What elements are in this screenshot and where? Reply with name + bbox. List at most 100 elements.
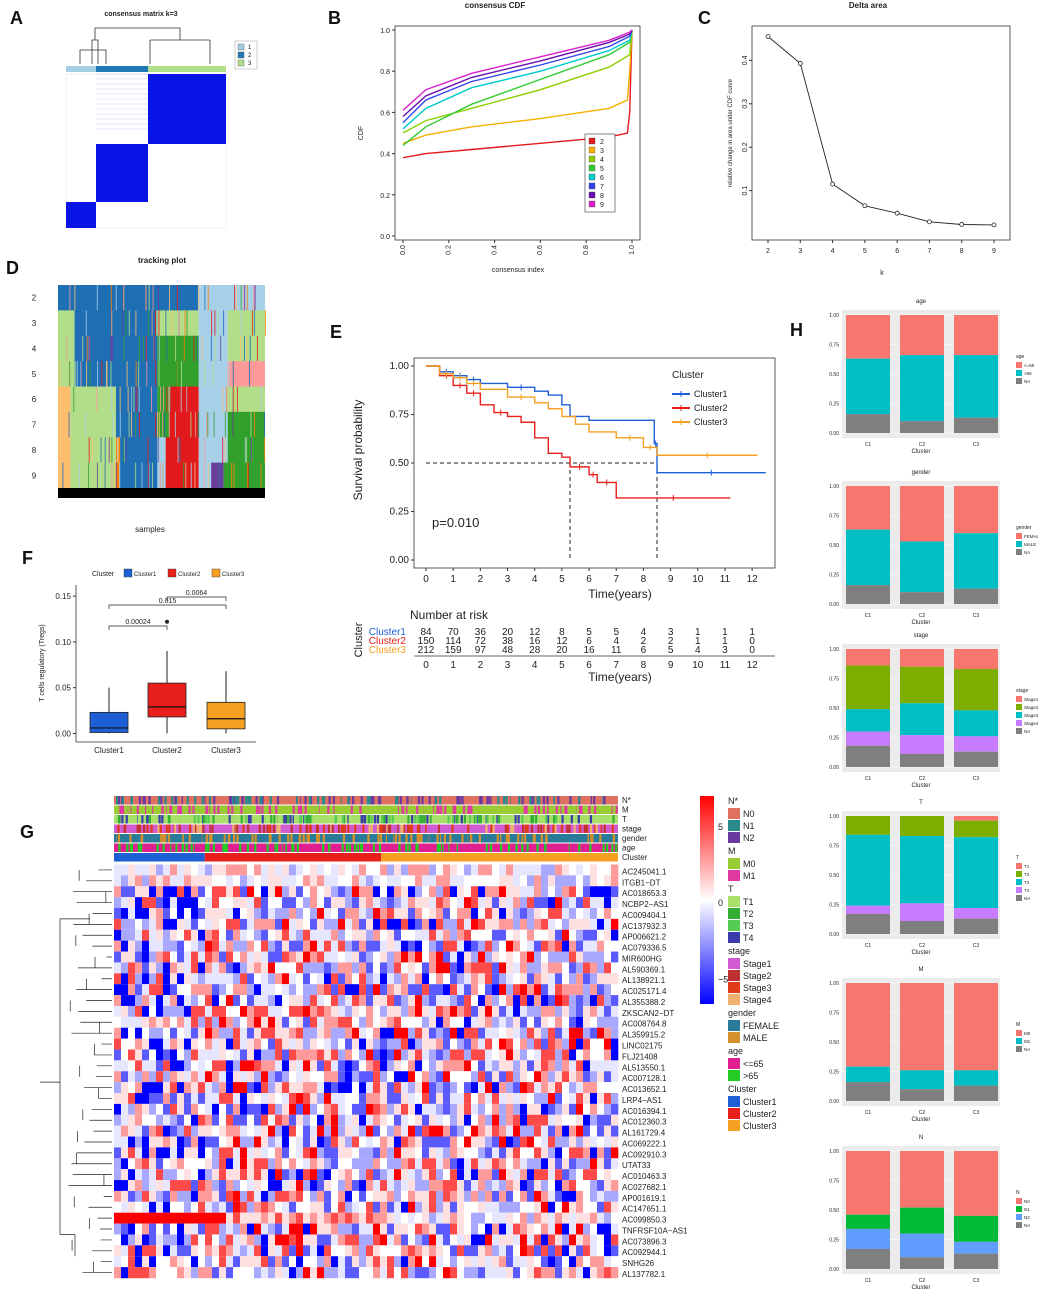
panel-g-heat-cell bbox=[163, 1005, 171, 1018]
panel-g-heat-cell bbox=[254, 1223, 262, 1235]
panel-g-heat-cell bbox=[429, 1147, 437, 1159]
panel-g-heat-cell bbox=[324, 1234, 332, 1246]
panel-g-heat-cell bbox=[450, 1245, 458, 1257]
panel-g-heat-cell bbox=[219, 940, 227, 952]
panel-g-legend-swatch bbox=[728, 1058, 740, 1069]
panel-g-heat-cell bbox=[149, 940, 157, 952]
panel-g-annot-stripe bbox=[565, 834, 568, 843]
panel-g-heat-cell bbox=[415, 1158, 423, 1170]
panel-g-annot-stripe bbox=[125, 815, 128, 824]
panel-g-annot-stripe bbox=[579, 824, 582, 833]
panel-g-annot-stripe bbox=[501, 834, 504, 843]
panel-g-annot-stripe bbox=[212, 815, 215, 824]
panel-d-stripe bbox=[135, 361, 137, 387]
panel-g-heat-cell bbox=[590, 1180, 598, 1192]
panel-g-heat-cell bbox=[205, 973, 213, 985]
panel-g-annot-bg bbox=[114, 805, 618, 814]
panel-g-heat-cell bbox=[219, 1147, 227, 1159]
panel-g-heat-cell bbox=[541, 940, 549, 952]
panel-g-heat-cell bbox=[226, 875, 234, 887]
panel-g-heat-cell bbox=[184, 1114, 192, 1126]
panel-g-heat-cell bbox=[226, 886, 234, 898]
panel-g-heat-cell bbox=[317, 929, 325, 941]
panel-g-heat-cell bbox=[520, 940, 528, 952]
panel-g-heat-cell bbox=[282, 897, 290, 909]
panel-g-heat-cell bbox=[317, 995, 325, 1007]
panel-d-stripe bbox=[194, 462, 196, 488]
panel-g-heat-cell bbox=[555, 1049, 563, 1061]
panel-g-annot-stripe bbox=[283, 796, 286, 805]
panel-g-heat-cell bbox=[485, 1136, 493, 1148]
panel-g-annot-stripe bbox=[136, 824, 139, 833]
panel-g-heat-cell bbox=[478, 1114, 486, 1126]
panel-g-annot-stripe bbox=[299, 805, 303, 814]
panel-g-heat-cell bbox=[226, 864, 234, 876]
panel-c-point bbox=[797, 61, 803, 66]
panel-h-xtick-label: C2 bbox=[919, 1110, 926, 1116]
panel-g-heat-cell bbox=[198, 1234, 206, 1246]
panel-g-annot-stripe bbox=[207, 815, 210, 824]
panel-g-annot-stripe bbox=[130, 843, 134, 852]
panel-g-annot-stripe bbox=[396, 824, 399, 833]
panel-g-heat-cell bbox=[611, 984, 619, 996]
panel-g-heat-cell bbox=[478, 1071, 486, 1083]
panel-g-heat-cell bbox=[128, 1223, 136, 1235]
panel-g-legend-label: N1 bbox=[743, 821, 755, 831]
panel-g-heat-cell bbox=[219, 1169, 227, 1181]
panel-g-annot-stripe bbox=[308, 815, 311, 824]
panel-g-heat-cell bbox=[345, 940, 353, 952]
panel-g-heat-cell bbox=[240, 1005, 248, 1018]
panel-g-heat-cell bbox=[583, 886, 591, 898]
panel-g-heat-cell bbox=[135, 1038, 143, 1050]
panel-g-heat-cell bbox=[506, 886, 514, 898]
panel-g-annot-stripe bbox=[569, 796, 572, 805]
panel-g-heat-cell bbox=[541, 1147, 549, 1159]
panel-g-heat-cell bbox=[212, 1049, 220, 1061]
panel-g-heat-cell bbox=[485, 1201, 493, 1213]
panel-g-heat-cell bbox=[289, 1027, 297, 1039]
panel-g-annot-stripe bbox=[372, 843, 376, 852]
panel-g-heat-cell bbox=[583, 1027, 591, 1039]
panel-g-heat-cell bbox=[590, 1158, 598, 1170]
panel-g-annot-stripe bbox=[456, 843, 459, 852]
panel-g-heat-cell bbox=[226, 1212, 234, 1224]
panel-g-heat-cell bbox=[415, 1125, 423, 1137]
panel-g-heat-cell bbox=[142, 918, 150, 930]
panel-g-annot-stripe bbox=[344, 805, 347, 814]
panel-g-annot-stripe bbox=[173, 843, 176, 852]
panel-g-heat-cell bbox=[345, 1103, 353, 1115]
panel-g-heat-cell bbox=[548, 995, 556, 1007]
panel-g-annot-stripe bbox=[560, 824, 563, 833]
panel-g-heat-cell bbox=[135, 918, 143, 930]
panel-g-annot-stripe bbox=[249, 796, 252, 805]
panel-g-heat-cell bbox=[590, 1256, 598, 1268]
panel-g-heat-cell bbox=[135, 1256, 143, 1268]
panel-g-heat-cell bbox=[359, 962, 367, 974]
panel-a-legend-swatch bbox=[237, 51, 245, 59]
panel-g-heat-cell bbox=[527, 1201, 535, 1213]
panel-g-legend-swatch bbox=[728, 808, 740, 819]
panel-g-heat-cell bbox=[184, 951, 192, 963]
panel-g-heat-cell bbox=[317, 1201, 325, 1213]
panel-g-heat-cell bbox=[576, 1114, 584, 1126]
panel-g-heat-cell bbox=[506, 973, 514, 985]
panel-b-series-2 bbox=[402, 29, 633, 159]
panel-d-track-segment bbox=[157, 462, 166, 489]
panel-g-heat-cell bbox=[191, 984, 199, 996]
panel-g-annot-stripe bbox=[168, 824, 171, 833]
panel-g-heat-cell bbox=[555, 1016, 563, 1028]
panel-g-heat-cell bbox=[408, 1169, 416, 1181]
panel-g-annot-stripe bbox=[121, 796, 125, 805]
panel-g-heat-cell bbox=[331, 1212, 339, 1224]
panel-e-risk-value: 1 bbox=[722, 636, 728, 647]
panel-d-track-segment bbox=[58, 335, 75, 362]
panel-g-heat-cell bbox=[163, 973, 171, 985]
panel-d-stripe bbox=[135, 462, 137, 488]
panel-a-legend-swatch bbox=[237, 59, 245, 67]
panel-g-annot-stripe bbox=[430, 805, 433, 814]
panel-g-heat-cell bbox=[569, 875, 577, 887]
panel-h-ytick-label: 0.25 bbox=[829, 736, 839, 742]
panel-g-heat-cell bbox=[142, 951, 150, 963]
panel-g-heat-cell bbox=[464, 1223, 472, 1235]
panel-d-stripe bbox=[76, 361, 78, 387]
